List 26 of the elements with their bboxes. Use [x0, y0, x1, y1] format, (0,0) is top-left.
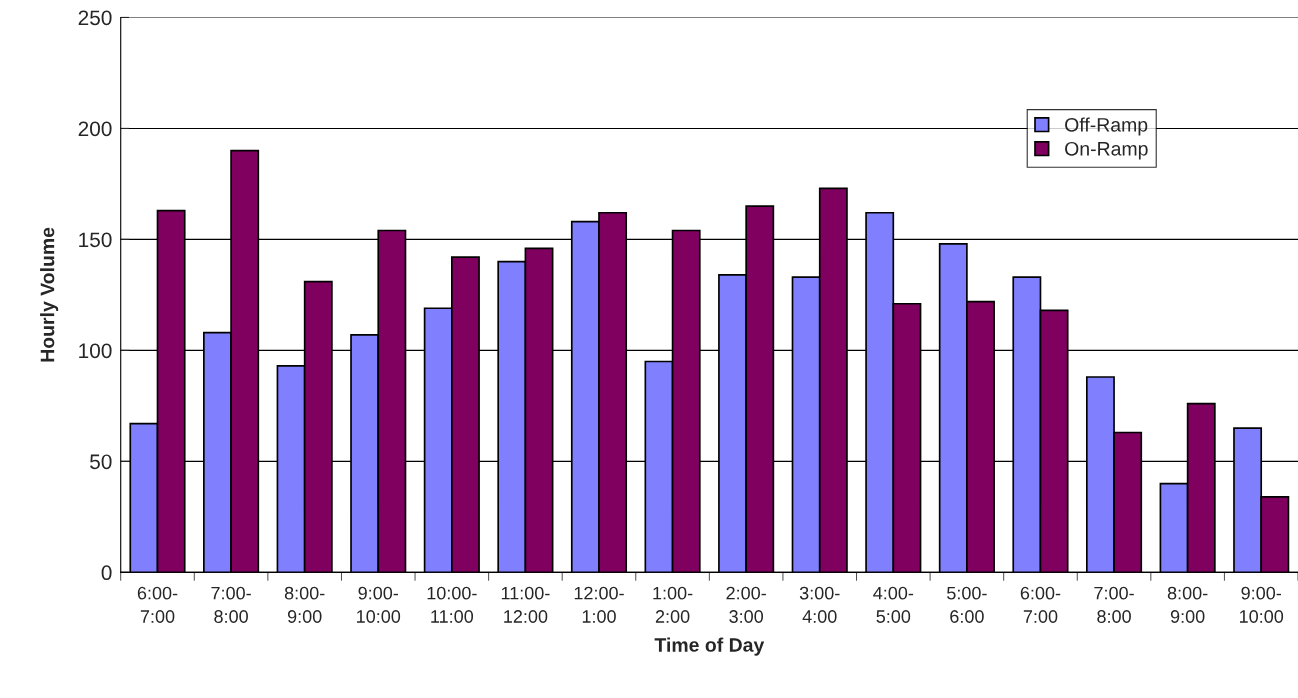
x-tick-label: 7:00- 8:00	[211, 586, 251, 623]
x-tick-label: 6:00- 7:00	[1020, 586, 1061, 623]
y-tick-label: 50	[90, 454, 112, 470]
x-tick-label: 3:00- 4:00	[799, 586, 840, 623]
legend-label: Off-Ramp	[1065, 117, 1148, 136]
y-tick-label: 200	[78, 121, 112, 137]
x-tick-label: 9:00- 10:00	[357, 586, 401, 623]
y-tick-label: 100	[79, 343, 112, 359]
y-axis-title: Hourly Volume	[40, 227, 59, 362]
x-tick-label: 2:00- 3:00	[726, 586, 766, 623]
x-tick-label: 9:00- 10:00	[1240, 586, 1284, 623]
x-tick-label: 8:00- 9:00	[1167, 586, 1208, 623]
x-axis-title: Time of Day	[654, 637, 765, 656]
y-tick-label: 150	[79, 232, 112, 248]
x-tick-label: 12:00- 1:00	[574, 586, 624, 623]
x-tick-label: 4:00- 5:00	[873, 586, 914, 623]
x-tick-label: 8:00- 9:00	[284, 586, 325, 623]
y-tick-label: 0	[101, 565, 112, 581]
legend-label: On-Ramp	[1065, 141, 1148, 160]
x-tick-label: 1:00- 2:00	[653, 586, 693, 623]
x-tick-label: 7:00- 8:00	[1094, 586, 1134, 623]
x-tick-label: 10:00- 11:00	[427, 586, 477, 623]
x-tick-label: 11:00- 12:00	[501, 586, 550, 623]
y-tick-label: 250	[78, 10, 112, 26]
x-tick-label: 6:00- 7:00	[137, 586, 178, 623]
x-tick-label: 5:00- 6:00	[947, 586, 987, 623]
